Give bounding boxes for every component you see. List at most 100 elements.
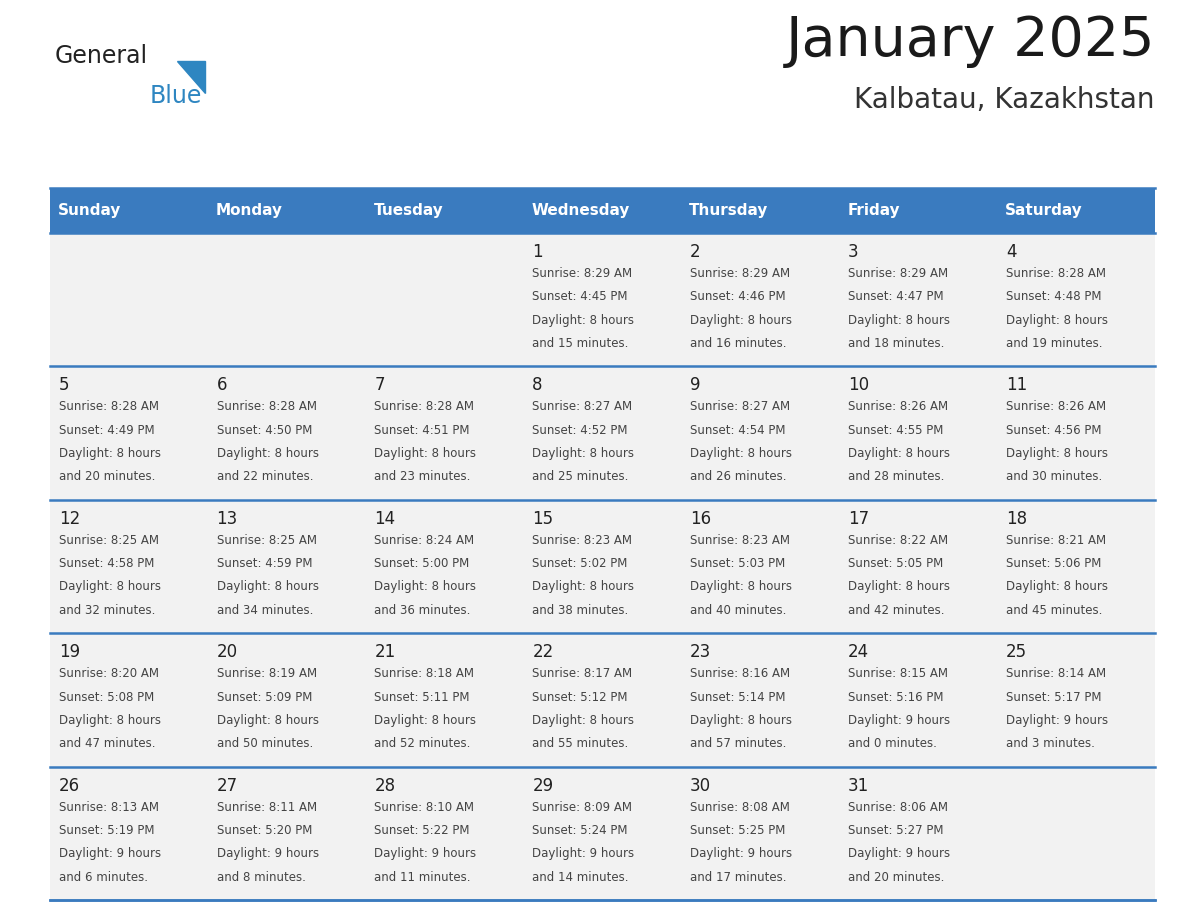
FancyBboxPatch shape bbox=[208, 767, 366, 900]
Text: Sunrise: 8:20 AM: Sunrise: 8:20 AM bbox=[58, 667, 159, 680]
Text: and 22 minutes.: and 22 minutes. bbox=[216, 470, 314, 484]
Text: Sunset: 4:46 PM: Sunset: 4:46 PM bbox=[690, 290, 785, 303]
Text: Sunrise: 8:29 AM: Sunrise: 8:29 AM bbox=[690, 267, 790, 280]
Text: Sunrise: 8:28 AM: Sunrise: 8:28 AM bbox=[374, 400, 474, 413]
Text: Blue: Blue bbox=[150, 84, 202, 108]
Text: Sunrise: 8:13 AM: Sunrise: 8:13 AM bbox=[58, 800, 159, 813]
Text: Sunset: 4:54 PM: Sunset: 4:54 PM bbox=[690, 424, 785, 437]
Text: Sunrise: 8:06 AM: Sunrise: 8:06 AM bbox=[848, 800, 948, 813]
Text: 27: 27 bbox=[216, 777, 238, 795]
Text: and 20 minutes.: and 20 minutes. bbox=[848, 870, 944, 884]
Text: January 2025: January 2025 bbox=[785, 14, 1155, 68]
Text: Daylight: 8 hours: Daylight: 8 hours bbox=[532, 314, 634, 327]
Text: General: General bbox=[55, 44, 148, 68]
Text: Daylight: 8 hours: Daylight: 8 hours bbox=[690, 580, 792, 594]
Text: 5: 5 bbox=[58, 376, 69, 395]
Text: Sunset: 5:17 PM: Sunset: 5:17 PM bbox=[1006, 690, 1101, 703]
Text: 17: 17 bbox=[848, 509, 870, 528]
Text: 2: 2 bbox=[690, 243, 701, 261]
FancyBboxPatch shape bbox=[366, 767, 524, 900]
Text: Daylight: 8 hours: Daylight: 8 hours bbox=[532, 580, 634, 594]
Text: Sunset: 4:48 PM: Sunset: 4:48 PM bbox=[1006, 290, 1101, 303]
Text: and 14 minutes.: and 14 minutes. bbox=[532, 870, 628, 884]
FancyBboxPatch shape bbox=[997, 499, 1155, 633]
Text: 3: 3 bbox=[848, 243, 859, 261]
Text: and 52 minutes.: and 52 minutes. bbox=[374, 737, 470, 750]
FancyBboxPatch shape bbox=[366, 499, 524, 633]
Text: Sunset: 5:20 PM: Sunset: 5:20 PM bbox=[216, 824, 312, 837]
Text: Wednesday: Wednesday bbox=[531, 203, 630, 218]
Text: Sunrise: 8:25 AM: Sunrise: 8:25 AM bbox=[58, 533, 159, 547]
Text: Daylight: 9 hours: Daylight: 9 hours bbox=[848, 714, 950, 727]
Text: Daylight: 8 hours: Daylight: 8 hours bbox=[532, 447, 634, 460]
Text: Daylight: 8 hours: Daylight: 8 hours bbox=[216, 447, 318, 460]
Text: and 55 minutes.: and 55 minutes. bbox=[532, 737, 628, 750]
Text: and 11 minutes.: and 11 minutes. bbox=[374, 870, 470, 884]
Text: and 25 minutes.: and 25 minutes. bbox=[532, 470, 628, 484]
FancyBboxPatch shape bbox=[366, 633, 524, 767]
Text: Daylight: 9 hours: Daylight: 9 hours bbox=[58, 847, 160, 860]
Text: Sunrise: 8:23 AM: Sunrise: 8:23 AM bbox=[532, 533, 632, 547]
Text: Sunday: Sunday bbox=[58, 203, 121, 218]
Text: and 28 minutes.: and 28 minutes. bbox=[848, 470, 944, 484]
Text: Daylight: 8 hours: Daylight: 8 hours bbox=[690, 714, 792, 727]
Text: Daylight: 8 hours: Daylight: 8 hours bbox=[690, 314, 792, 327]
Text: Sunrise: 8:08 AM: Sunrise: 8:08 AM bbox=[690, 800, 790, 813]
Text: 24: 24 bbox=[848, 644, 870, 661]
Text: Sunrise: 8:26 AM: Sunrise: 8:26 AM bbox=[1006, 400, 1106, 413]
Text: Daylight: 8 hours: Daylight: 8 hours bbox=[58, 580, 160, 594]
FancyBboxPatch shape bbox=[50, 188, 1155, 233]
FancyBboxPatch shape bbox=[839, 366, 997, 499]
Text: and 16 minutes.: and 16 minutes. bbox=[690, 337, 786, 350]
Text: Monday: Monday bbox=[216, 203, 283, 218]
FancyBboxPatch shape bbox=[208, 233, 366, 366]
Text: 20: 20 bbox=[216, 644, 238, 661]
FancyBboxPatch shape bbox=[50, 767, 208, 900]
Text: 26: 26 bbox=[58, 777, 80, 795]
Text: Sunrise: 8:25 AM: Sunrise: 8:25 AM bbox=[216, 533, 316, 547]
FancyBboxPatch shape bbox=[682, 366, 839, 499]
Text: Daylight: 9 hours: Daylight: 9 hours bbox=[216, 847, 318, 860]
FancyBboxPatch shape bbox=[997, 366, 1155, 499]
Text: Saturday: Saturday bbox=[1005, 203, 1082, 218]
Text: Sunset: 5:25 PM: Sunset: 5:25 PM bbox=[690, 824, 785, 837]
Text: and 45 minutes.: and 45 minutes. bbox=[1006, 604, 1102, 617]
FancyBboxPatch shape bbox=[50, 366, 208, 499]
FancyBboxPatch shape bbox=[997, 767, 1155, 900]
FancyBboxPatch shape bbox=[524, 767, 682, 900]
Text: and 18 minutes.: and 18 minutes. bbox=[848, 337, 944, 350]
Text: Friday: Friday bbox=[847, 203, 899, 218]
Text: and 40 minutes.: and 40 minutes. bbox=[690, 604, 786, 617]
Text: 29: 29 bbox=[532, 777, 554, 795]
Text: and 8 minutes.: and 8 minutes. bbox=[216, 870, 305, 884]
Text: Daylight: 8 hours: Daylight: 8 hours bbox=[374, 580, 476, 594]
Text: Daylight: 9 hours: Daylight: 9 hours bbox=[1006, 714, 1108, 727]
FancyBboxPatch shape bbox=[839, 633, 997, 767]
Text: 8: 8 bbox=[532, 376, 543, 395]
FancyBboxPatch shape bbox=[839, 233, 997, 366]
Text: Sunset: 4:45 PM: Sunset: 4:45 PM bbox=[532, 290, 627, 303]
Text: Daylight: 8 hours: Daylight: 8 hours bbox=[848, 580, 950, 594]
FancyBboxPatch shape bbox=[208, 499, 366, 633]
Text: Sunrise: 8:19 AM: Sunrise: 8:19 AM bbox=[216, 667, 317, 680]
Text: Sunrise: 8:28 AM: Sunrise: 8:28 AM bbox=[1006, 267, 1106, 280]
Text: Sunset: 5:03 PM: Sunset: 5:03 PM bbox=[690, 557, 785, 570]
Text: 11: 11 bbox=[1006, 376, 1028, 395]
Text: and 32 minutes.: and 32 minutes. bbox=[58, 604, 156, 617]
Text: 12: 12 bbox=[58, 509, 80, 528]
Text: 21: 21 bbox=[374, 644, 396, 661]
Text: Sunset: 4:58 PM: Sunset: 4:58 PM bbox=[58, 557, 154, 570]
FancyBboxPatch shape bbox=[682, 767, 839, 900]
Text: Sunrise: 8:15 AM: Sunrise: 8:15 AM bbox=[848, 667, 948, 680]
Text: Daylight: 8 hours: Daylight: 8 hours bbox=[1006, 447, 1108, 460]
Text: Sunset: 5:00 PM: Sunset: 5:00 PM bbox=[374, 557, 469, 570]
Text: Sunset: 4:51 PM: Sunset: 4:51 PM bbox=[374, 424, 470, 437]
Text: and 42 minutes.: and 42 minutes. bbox=[848, 604, 944, 617]
Text: Sunrise: 8:09 AM: Sunrise: 8:09 AM bbox=[532, 800, 632, 813]
Text: Daylight: 8 hours: Daylight: 8 hours bbox=[690, 447, 792, 460]
FancyBboxPatch shape bbox=[50, 499, 208, 633]
Text: Sunset: 4:47 PM: Sunset: 4:47 PM bbox=[848, 290, 943, 303]
Text: and 15 minutes.: and 15 minutes. bbox=[532, 337, 628, 350]
Text: Daylight: 8 hours: Daylight: 8 hours bbox=[848, 314, 950, 327]
Text: 30: 30 bbox=[690, 777, 712, 795]
